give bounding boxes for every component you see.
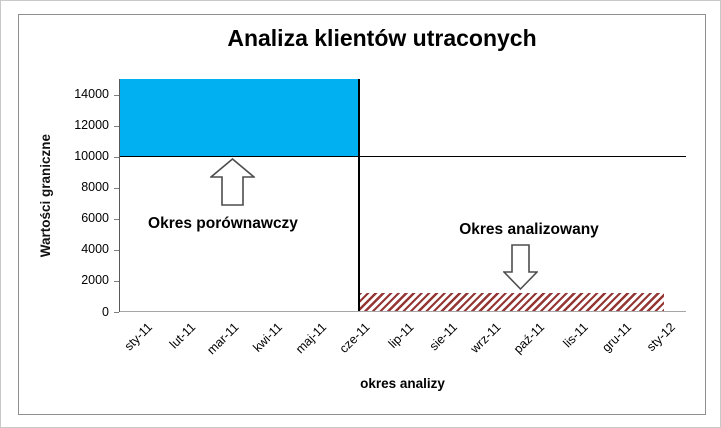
y-tick-label: 10000 xyxy=(74,149,109,164)
y-tick-label: 12000 xyxy=(74,118,109,133)
y-tick-label: 8000 xyxy=(81,180,109,195)
annotation-comparison-period: Okres porównawczy xyxy=(148,215,298,232)
region-analyzed xyxy=(358,293,665,312)
y-tick-mark xyxy=(114,280,119,282)
y-tick-label: 6000 xyxy=(81,211,109,226)
y-tick-mark xyxy=(114,218,119,220)
region-comparison xyxy=(119,79,359,157)
x-axis-line xyxy=(119,310,686,312)
y-tick-label: 4000 xyxy=(81,242,109,257)
chart-frame: Analiza klientów utraconych Wartości gra… xyxy=(18,14,706,415)
y-tick-mark xyxy=(114,94,119,96)
annotation-analyzed-period: Okres analizowany xyxy=(459,221,599,238)
y-tick-mark xyxy=(114,187,119,189)
chart-title: Analiza klientów utraconych xyxy=(227,25,537,51)
up-arrow-icon xyxy=(210,158,255,206)
y-tick-mark xyxy=(114,249,119,251)
y-tick-label: 0 xyxy=(102,304,109,319)
plot-area: 0 2000 4000 6000 8000 10000 12000 14000 sty-11 l… xyxy=(74,79,686,357)
y-tick-mark xyxy=(114,125,119,127)
y-tick-label: 2000 xyxy=(81,273,109,288)
period-divider-line xyxy=(357,79,360,312)
down-arrow-icon xyxy=(503,244,538,290)
y-tick-label: 14000 xyxy=(74,87,109,102)
threshold-line xyxy=(119,155,686,158)
y-tick-mark xyxy=(114,156,119,158)
x-axis-title: okres analizy xyxy=(360,376,445,391)
y-tick-mark xyxy=(114,312,119,313)
y-axis-line xyxy=(119,79,120,312)
